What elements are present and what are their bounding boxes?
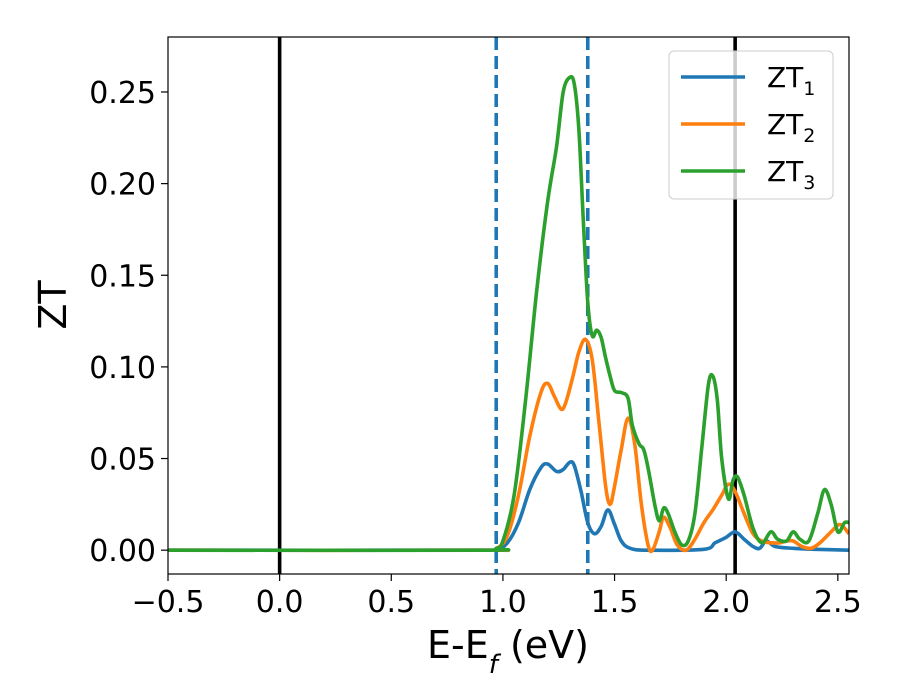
x-tick-label: 1.5 [591, 585, 639, 620]
x-axis-ticks: −0.5 0.0 0.5 1.0 1.5 2.0 2.5 [132, 574, 862, 620]
y-tick-label: 0.15 [89, 259, 156, 294]
x-axis-title: E-Ef (eV) [427, 623, 589, 680]
x-tick-label: 1.0 [479, 585, 527, 620]
legend-label-2: ZT2 [767, 108, 815, 147]
x-axis-title-unit: (eV) [498, 623, 589, 667]
legend-label-3: ZT3 [767, 155, 815, 194]
x-tick-label: 0.0 [256, 585, 304, 620]
y-axis-ticks: 0.00 0.05 0.10 0.15 0.20 0.25 [89, 76, 168, 569]
y-tick-label: 0.05 [89, 443, 156, 478]
plot-frame [167, 36, 850, 575]
x-tick-label: −0.5 [132, 585, 205, 620]
series-line-3 [168, 74, 849, 553]
y-tick-label: 0.10 [89, 351, 156, 386]
series-line-1 [168, 460, 849, 553]
series-lines [168, 74, 849, 554]
y-axis-title: ZT [31, 280, 75, 330]
x-tick-label: 2.5 [814, 585, 862, 620]
x-tick-label: 0.5 [367, 585, 415, 620]
vertical-reference-lines [277, 37, 737, 574]
y-tick-label: 0.25 [89, 76, 156, 111]
legend: ZT1 ZT2 ZT3 [668, 50, 834, 200]
legend-box [668, 50, 834, 200]
y-tick-label: 0.00 [89, 534, 156, 569]
y-tick-label: 0.20 [89, 168, 156, 203]
legend-label-1: ZT1 [767, 61, 815, 100]
x-axis-title-main: E-E [427, 623, 489, 667]
x-tick-label: 2.0 [702, 585, 750, 620]
series-line-2 [168, 337, 849, 554]
